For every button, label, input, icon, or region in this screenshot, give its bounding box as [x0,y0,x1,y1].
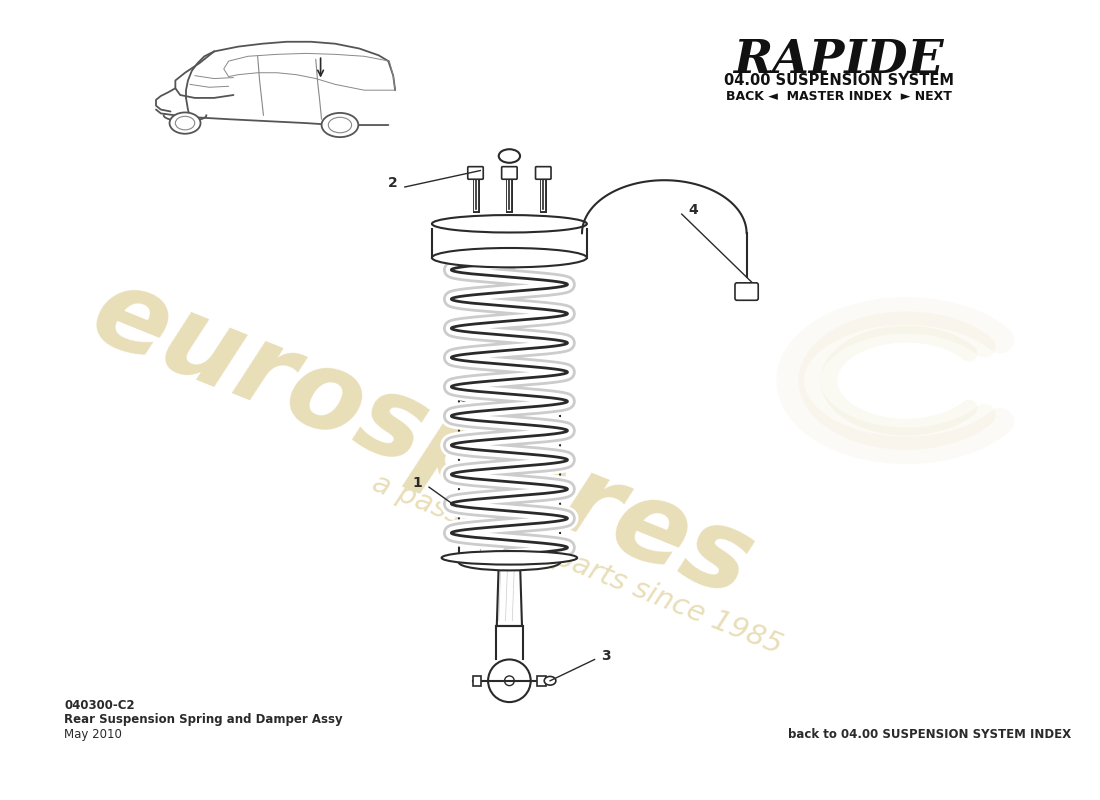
Text: 040300-C2: 040300-C2 [64,698,134,712]
FancyBboxPatch shape [538,676,547,686]
Text: a passion for parts since 1985: a passion for parts since 1985 [368,470,786,660]
Ellipse shape [441,551,578,565]
FancyBboxPatch shape [735,283,758,300]
Ellipse shape [488,659,530,702]
Text: 3: 3 [602,649,610,662]
Text: BACK ◄  MASTER INDEX  ► NEXT: BACK ◄ MASTER INDEX ► NEXT [726,90,952,103]
Text: 1: 1 [412,476,422,490]
Ellipse shape [498,150,520,162]
Ellipse shape [432,215,586,233]
Text: 2: 2 [388,176,398,190]
Ellipse shape [441,252,578,266]
Text: eurospares: eurospares [77,258,768,620]
Text: RAPIDE: RAPIDE [734,37,944,83]
Text: May 2010: May 2010 [64,728,122,741]
Ellipse shape [169,113,200,134]
Ellipse shape [456,534,562,543]
Ellipse shape [321,113,359,137]
FancyBboxPatch shape [536,166,551,179]
Text: 4: 4 [689,203,698,218]
Text: Rear Suspension Spring and Damper Assy: Rear Suspension Spring and Damper Assy [64,714,342,726]
FancyBboxPatch shape [502,166,517,179]
Text: back to 04.00 SUSPENSION SYSTEM INDEX: back to 04.00 SUSPENSION SYSTEM INDEX [788,728,1071,741]
Ellipse shape [544,677,556,685]
FancyBboxPatch shape [468,166,483,179]
Ellipse shape [459,391,560,405]
Ellipse shape [432,248,586,267]
Text: 04.00 SUSPENSION SYSTEM: 04.00 SUSPENSION SYSTEM [724,73,954,88]
Ellipse shape [459,555,560,570]
FancyBboxPatch shape [473,676,482,686]
Ellipse shape [505,676,514,686]
